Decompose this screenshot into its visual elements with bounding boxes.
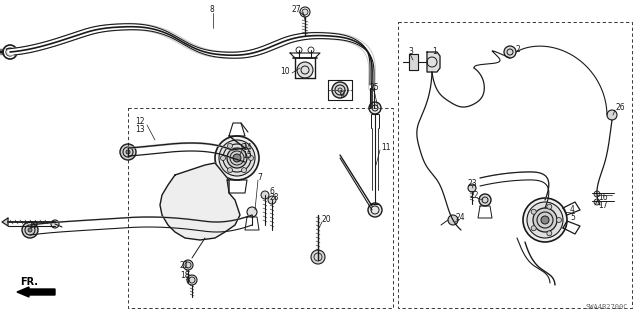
Circle shape xyxy=(22,222,38,238)
Text: 23: 23 xyxy=(468,179,477,188)
Text: 17: 17 xyxy=(598,201,607,210)
Text: 25: 25 xyxy=(370,84,380,93)
Text: 21: 21 xyxy=(180,261,189,270)
Circle shape xyxy=(268,196,276,204)
Circle shape xyxy=(247,207,257,217)
Circle shape xyxy=(504,46,516,58)
Text: 19: 19 xyxy=(28,220,38,229)
Text: 22: 22 xyxy=(470,191,479,201)
Circle shape xyxy=(479,194,491,206)
Circle shape xyxy=(369,102,381,114)
Circle shape xyxy=(527,202,563,238)
FancyArrow shape xyxy=(17,287,55,297)
Circle shape xyxy=(531,226,536,231)
Text: 3: 3 xyxy=(408,48,413,56)
Circle shape xyxy=(448,215,458,225)
Circle shape xyxy=(215,136,259,180)
Polygon shape xyxy=(160,163,240,240)
Circle shape xyxy=(183,260,193,270)
Text: 11: 11 xyxy=(381,144,390,152)
Text: 13: 13 xyxy=(135,124,145,133)
Text: 15: 15 xyxy=(242,151,252,160)
Text: 12: 12 xyxy=(135,117,145,127)
Text: 14: 14 xyxy=(242,144,252,152)
Circle shape xyxy=(594,199,600,205)
Text: 1: 1 xyxy=(432,48,436,56)
Text: 5: 5 xyxy=(570,213,575,222)
Circle shape xyxy=(302,9,308,15)
Text: 8: 8 xyxy=(210,5,215,14)
Text: 7: 7 xyxy=(257,174,262,182)
Circle shape xyxy=(531,209,536,214)
Text: SWA4B2700C: SWA4B2700C xyxy=(586,304,628,310)
Circle shape xyxy=(221,155,225,160)
Circle shape xyxy=(547,204,552,209)
Circle shape xyxy=(126,150,130,154)
Text: 18: 18 xyxy=(180,271,189,279)
Circle shape xyxy=(523,198,567,242)
Circle shape xyxy=(248,155,253,160)
Circle shape xyxy=(468,184,476,192)
Circle shape xyxy=(241,167,246,173)
Circle shape xyxy=(227,167,232,173)
Text: 16: 16 xyxy=(598,194,607,203)
Circle shape xyxy=(547,231,552,236)
Circle shape xyxy=(541,216,549,224)
Circle shape xyxy=(311,250,325,264)
Circle shape xyxy=(557,218,561,222)
Circle shape xyxy=(51,220,59,228)
Circle shape xyxy=(120,144,136,160)
Text: 24: 24 xyxy=(456,213,466,222)
Circle shape xyxy=(241,143,246,148)
Circle shape xyxy=(368,203,382,217)
Polygon shape xyxy=(427,52,440,72)
Circle shape xyxy=(261,191,269,199)
Circle shape xyxy=(187,275,197,285)
Text: 28: 28 xyxy=(270,194,280,203)
Text: FR.: FR. xyxy=(20,277,38,287)
Text: 27: 27 xyxy=(292,4,301,13)
Circle shape xyxy=(332,82,348,98)
Circle shape xyxy=(219,140,255,176)
Circle shape xyxy=(233,154,241,162)
Circle shape xyxy=(227,143,232,148)
Text: 6: 6 xyxy=(270,187,275,196)
Text: 10: 10 xyxy=(280,68,290,77)
Text: 9: 9 xyxy=(340,91,345,100)
Polygon shape xyxy=(2,218,8,226)
Text: 2: 2 xyxy=(515,46,520,55)
Text: 20: 20 xyxy=(322,216,332,225)
Circle shape xyxy=(227,148,247,168)
Circle shape xyxy=(607,110,617,120)
Polygon shape xyxy=(409,54,418,70)
Circle shape xyxy=(28,228,32,232)
Text: 26: 26 xyxy=(615,103,625,113)
Text: 4: 4 xyxy=(570,205,575,214)
Circle shape xyxy=(297,62,313,78)
Circle shape xyxy=(533,208,557,232)
Circle shape xyxy=(594,191,600,197)
